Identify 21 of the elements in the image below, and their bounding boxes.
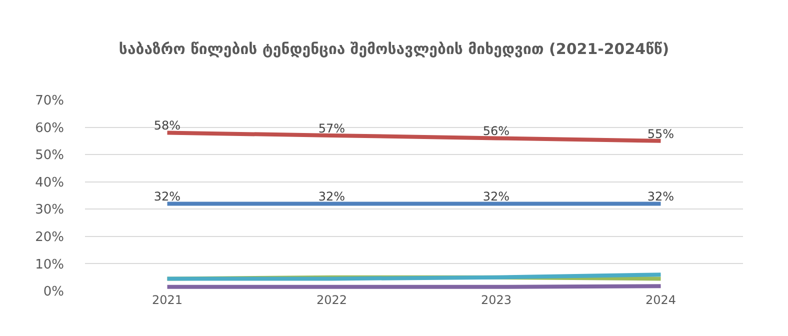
y-tick-label: 70%	[35, 94, 64, 109]
data-label: 32%	[154, 190, 181, 204]
y-tick-label: 40%	[35, 175, 64, 190]
x-tick-label: 2021	[152, 293, 183, 307]
data-label: 56%	[482, 124, 510, 138]
data-label: 58%	[154, 118, 181, 133]
y-tick-label: 10%	[35, 257, 64, 272]
y-tick-label: 50%	[35, 148, 64, 164]
data-label: 55%	[647, 126, 674, 141]
y-tick-label: 30%	[35, 202, 64, 218]
data-label: 57%	[318, 121, 346, 136]
y-tick-label: 20%	[35, 230, 64, 245]
data-label: 32%	[647, 190, 674, 204]
x-tick-label: 2023	[480, 293, 512, 307]
chart-title: საბაზრო წილების ტენდენცია შემოსავლების მიხედვით (2021-2024წწ)	[118, 40, 670, 58]
y-tick-label: 0%	[43, 284, 64, 300]
y-tick-label: 60%	[35, 120, 64, 136]
x-tick-label: 2022	[316, 293, 348, 307]
data-label: 32%	[318, 190, 346, 204]
x-tick-label: 2024	[645, 293, 676, 307]
data-label: 32%	[482, 190, 510, 204]
